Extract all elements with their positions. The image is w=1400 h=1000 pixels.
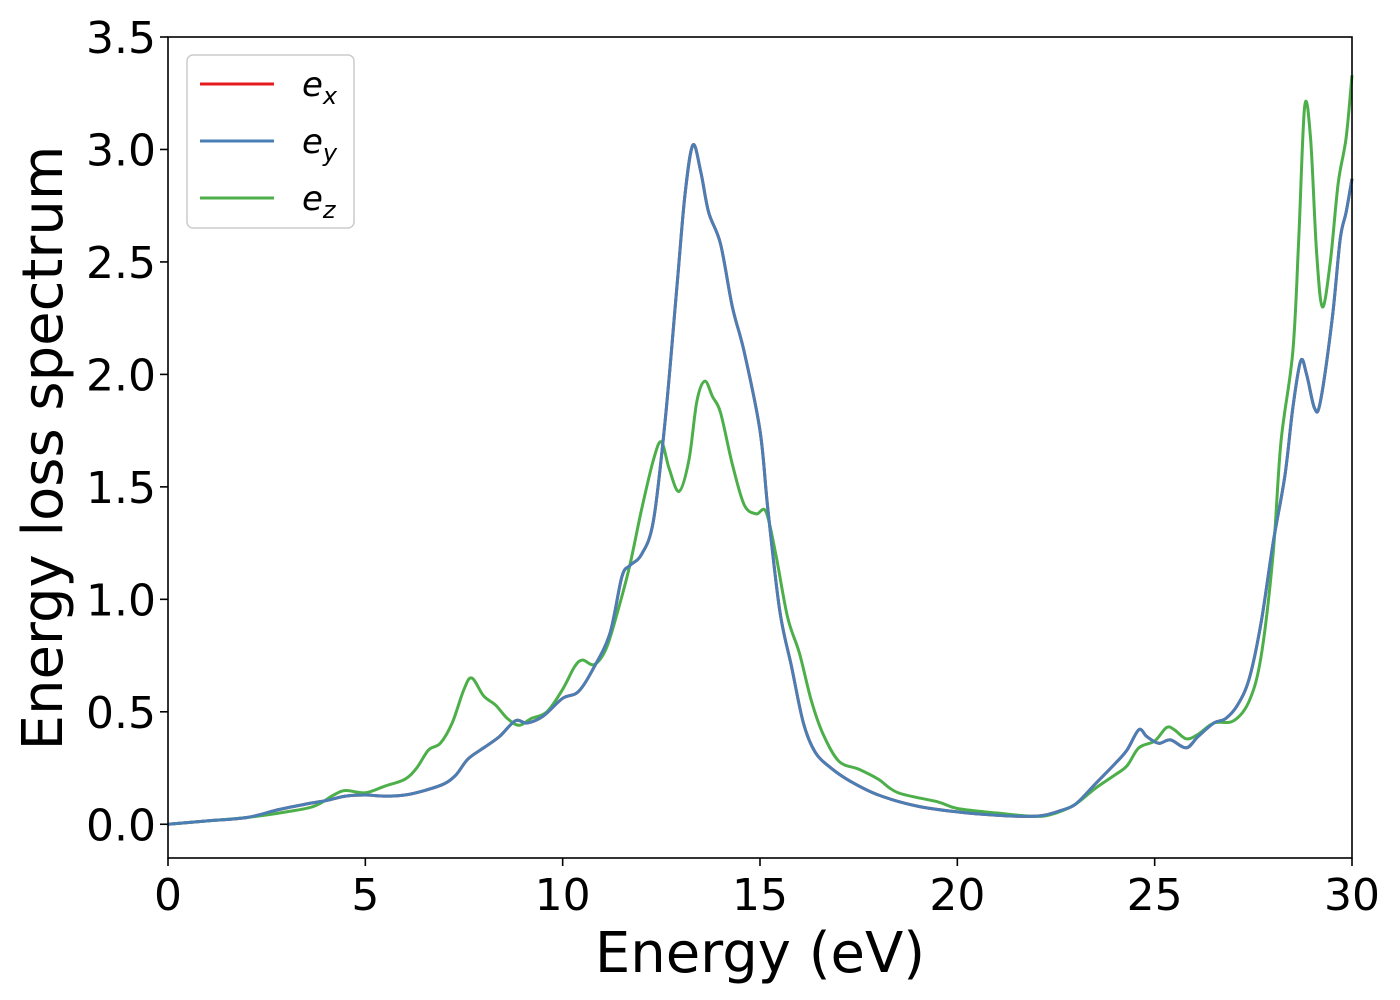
y-tick-label: 3.0 [86,125,156,176]
series-line-e-z [167,75,1354,826]
y-axis-title: Energy loss spectrum [11,146,76,751]
x-axis-title: Energy (eV) [595,921,925,986]
y-tick-label: 2.5 [86,238,156,289]
x-tick-label: 20 [929,870,985,921]
y-tick-label: 1.5 [86,463,156,514]
legend: ex ey ez [186,54,355,229]
x-tick-label: 15 [732,870,788,921]
x-tick-label: 5 [351,870,379,921]
y-axis: 0.0 0.5 1.0 1.5 2.0 2.5 3.0 3.5 [86,13,168,851]
y-tick-label: 2.0 [86,350,156,401]
x-tick-label: 10 [535,870,591,921]
x-tick-label: 30 [1324,870,1380,921]
series-line-e-y [167,143,1354,826]
y-tick-label: 1.0 [86,575,156,626]
y-tick-label: 0.5 [86,688,156,739]
legend-label-e-y: ey [302,122,338,167]
series-line-e-x [167,143,1354,826]
series-layer [167,75,1354,826]
legend-items: ex ey ez [200,65,338,224]
y-tick-label: 3.5 [86,13,156,64]
x-tick-label: 0 [154,870,182,921]
y-tick-label: 0.0 [86,800,156,851]
legend-label-e-z: ez [302,179,337,224]
x-tick-label: 25 [1127,870,1183,921]
x-axis: 0 5 10 15 20 25 30 [154,858,1380,921]
legend-label-e-x: ex [302,65,338,110]
